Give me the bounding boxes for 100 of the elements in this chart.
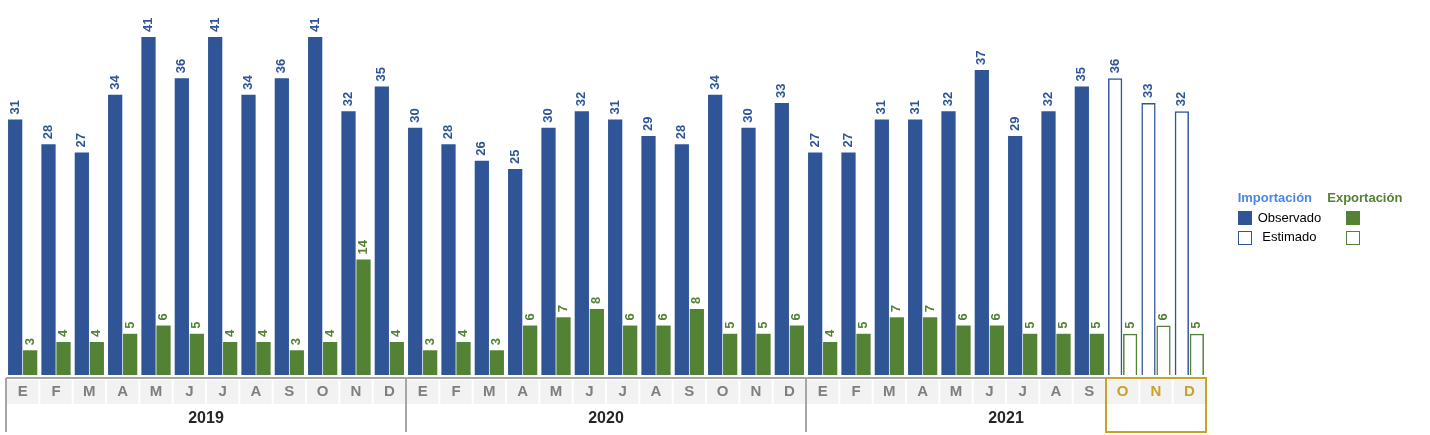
data-label: 30 bbox=[406, 108, 422, 123]
data-label: 35 bbox=[1073, 66, 1089, 82]
data-label: 29 bbox=[640, 116, 656, 131]
data-label: 33 bbox=[1140, 83, 1156, 98]
x-tick-label: D bbox=[783, 382, 795, 400]
bar bbox=[974, 69, 989, 375]
data-label: 32 bbox=[1040, 91, 1056, 107]
data-label: 41 bbox=[306, 17, 322, 32]
data-label: 33 bbox=[773, 83, 789, 98]
data-label: 27 bbox=[806, 132, 822, 148]
data-label: 35 bbox=[373, 66, 389, 82]
bar bbox=[623, 325, 638, 375]
bar bbox=[241, 94, 256, 375]
data-label: 6 bbox=[955, 313, 971, 321]
legend-label: Observado bbox=[1256, 208, 1323, 227]
text: Importación bbox=[1236, 189, 1314, 208]
x-tick-label: J bbox=[218, 382, 227, 400]
x-tick-label: A bbox=[650, 382, 662, 400]
text: 2020 bbox=[588, 409, 624, 427]
bar bbox=[741, 127, 756, 375]
bar bbox=[441, 144, 456, 375]
data-label: 4 bbox=[55, 329, 71, 338]
data-label: 36 bbox=[273, 58, 289, 74]
x-tick-label: J bbox=[585, 382, 594, 400]
data-label: 32 bbox=[340, 91, 356, 107]
bar bbox=[74, 152, 89, 375]
data-label: 5 bbox=[1055, 321, 1071, 329]
bar bbox=[756, 333, 771, 375]
text: 2021 bbox=[988, 409, 1024, 427]
data-label: 3 bbox=[421, 338, 437, 346]
data-label: 7 bbox=[921, 305, 937, 313]
data-label: 27 bbox=[73, 132, 89, 148]
bar bbox=[456, 342, 471, 375]
x-tick-label: E bbox=[17, 382, 28, 400]
bar bbox=[641, 135, 656, 375]
x-tick-label: A bbox=[517, 382, 529, 400]
bar bbox=[1023, 333, 1038, 375]
bar bbox=[908, 119, 923, 375]
data-label: 28 bbox=[40, 124, 56, 140]
bar bbox=[108, 94, 123, 375]
x-tick-label: D bbox=[383, 382, 395, 400]
x-tick-label: J bbox=[985, 382, 994, 400]
bar bbox=[856, 333, 871, 375]
data-label: 6 bbox=[988, 313, 1004, 321]
data-label: 36 bbox=[173, 58, 189, 74]
bar bbox=[923, 317, 938, 375]
bar bbox=[774, 102, 789, 375]
x-tick-label: A bbox=[917, 382, 929, 400]
data-label: 4 bbox=[255, 329, 271, 338]
x-tick-label: S bbox=[1084, 382, 1095, 400]
bar bbox=[408, 127, 423, 375]
data-label: 32 bbox=[940, 91, 956, 107]
bar bbox=[1056, 333, 1071, 375]
data-label: 4 bbox=[821, 329, 837, 338]
bar bbox=[656, 325, 671, 375]
x-tick-label: E bbox=[817, 382, 828, 400]
data-label: 31 bbox=[6, 99, 22, 115]
data-label: 4 bbox=[221, 329, 237, 338]
data-label: 3 bbox=[288, 338, 304, 346]
data-label: 6 bbox=[621, 313, 637, 321]
bar bbox=[508, 168, 523, 375]
data-label: 25 bbox=[506, 149, 522, 164]
bar bbox=[208, 36, 223, 375]
data-label: 5 bbox=[721, 321, 737, 329]
bar bbox=[389, 342, 404, 375]
bar bbox=[374, 86, 389, 375]
bar bbox=[23, 350, 38, 375]
data-label: 28 bbox=[673, 124, 689, 140]
bar bbox=[1074, 86, 1089, 375]
bar bbox=[41, 144, 56, 375]
bar bbox=[123, 333, 138, 375]
data-label: 34 bbox=[240, 74, 256, 90]
x-tick-label: S bbox=[284, 382, 295, 400]
data-label: 4 bbox=[455, 329, 471, 338]
data-label: 6 bbox=[521, 313, 537, 321]
x-tick-label: N bbox=[1150, 382, 1162, 400]
x-tick-label: A bbox=[250, 382, 262, 400]
data-label: 7 bbox=[555, 305, 571, 313]
bar bbox=[289, 350, 304, 375]
data-label: 32 bbox=[573, 91, 589, 107]
bar bbox=[556, 317, 571, 375]
bar bbox=[941, 111, 956, 375]
data-label: 5 bbox=[188, 321, 204, 329]
bar bbox=[608, 119, 623, 375]
data-label: 34 bbox=[706, 74, 722, 90]
bar bbox=[8, 119, 23, 375]
x-tick-label: N bbox=[350, 382, 362, 400]
data-label: 8 bbox=[588, 296, 604, 305]
data-label: 5 bbox=[1121, 321, 1137, 329]
legend-label: Estimado bbox=[1261, 228, 1318, 247]
bar bbox=[889, 317, 904, 375]
data-label: 26 bbox=[473, 141, 489, 156]
bar bbox=[574, 111, 589, 375]
bar bbox=[489, 350, 504, 375]
bar bbox=[356, 259, 371, 375]
x-tick-label: J bbox=[618, 382, 627, 400]
data-label: 6 bbox=[788, 313, 804, 321]
x-tick-label: M bbox=[549, 382, 563, 400]
data-label: 5 bbox=[855, 321, 871, 329]
bar bbox=[323, 342, 338, 375]
